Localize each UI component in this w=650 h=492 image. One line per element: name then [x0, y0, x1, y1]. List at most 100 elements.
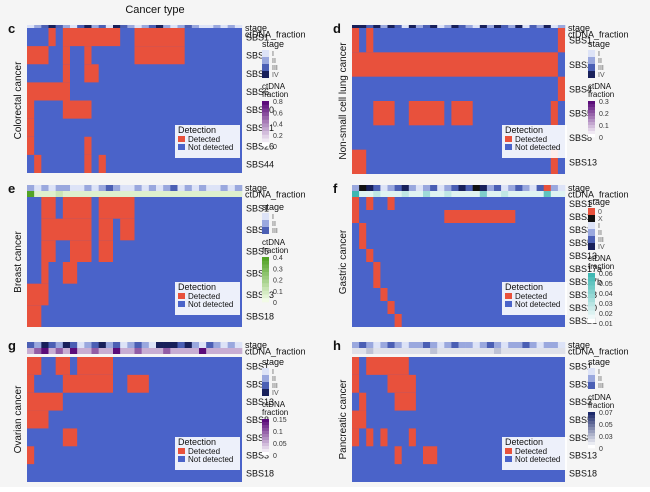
not-detected-swatch [505, 301, 512, 307]
stage-cell [380, 342, 388, 348]
stage-cell [380, 185, 388, 191]
stage-cell [550, 342, 559, 348]
ctdna-cell [234, 348, 243, 354]
ctdna-cell [234, 191, 243, 197]
signature-label: SBS20 [246, 105, 274, 115]
stage-cell [494, 185, 502, 191]
detected-cell [62, 262, 78, 284]
detected-cell [41, 197, 56, 219]
stage-cell [62, 342, 71, 348]
stage-legend-label: 0 [598, 209, 602, 216]
detected-cell [557, 76, 565, 101]
stage-cell [444, 185, 452, 191]
ctdna-cell [48, 191, 56, 197]
signature-label: SBS5 [569, 415, 592, 425]
ctdna-cell [213, 348, 221, 354]
ctdna-legend-gradient [588, 412, 595, 416]
detected-cell [394, 314, 402, 327]
stage-cell [199, 185, 207, 191]
panel-letter: f [333, 181, 338, 196]
detection-legend-title: Detection [505, 282, 543, 292]
detected-cell [550, 149, 558, 174]
stage-cell [70, 342, 78, 348]
stage-cell [227, 342, 236, 348]
ctdna-cell [430, 348, 438, 354]
ctdna-legend-gradient [588, 314, 595, 320]
stage-cell [199, 342, 207, 348]
stage-cell [479, 185, 488, 191]
not-detected-swatch [505, 456, 512, 462]
stage-cell [77, 185, 85, 191]
stage-cell [148, 185, 157, 191]
detected-cell [373, 262, 381, 275]
ctdna-cell [184, 191, 193, 197]
ctdna-legend-gradient [588, 306, 595, 311]
ctdna-cell [550, 348, 559, 354]
ctdna-cell [199, 191, 207, 197]
ctdna-cell [227, 191, 236, 197]
ctdna-cell [148, 348, 157, 354]
ctdna-cell [113, 348, 121, 354]
ctdna-legend-gradient [588, 445, 595, 449]
stage-legend-swatch [588, 57, 595, 64]
detected-cell [352, 374, 360, 393]
ctdna-cell [163, 191, 171, 197]
detected-cell [62, 374, 113, 393]
detected-legend-label: Detected [515, 447, 547, 456]
ctdna-cell [359, 348, 367, 354]
detected-cell [62, 28, 121, 47]
ctdna-legend-tick: 0.2 [273, 278, 283, 285]
stage-cell [423, 342, 431, 348]
ctdna-legend-title: fraction [588, 401, 614, 410]
detected-cell [27, 446, 35, 465]
ctdna-cell [401, 191, 410, 197]
stage-cell [227, 185, 236, 191]
ctdna-cell [522, 348, 530, 354]
signature-label: SBS5 [246, 433, 269, 443]
stage-cell [408, 342, 417, 348]
stage-cell [451, 342, 459, 348]
ctdna-cell [543, 191, 552, 197]
not-detected-legend-label: Not detected [188, 143, 233, 152]
ctdna-legend-gradient [262, 131, 269, 136]
detection-legend-bg [502, 125, 567, 158]
ctdna-cell [34, 191, 42, 197]
signature-label: SBS18 [569, 469, 597, 479]
ctdna-legend-title: ctDNA [262, 238, 286, 247]
ctdna-cell [472, 348, 481, 354]
ctdna-cell [401, 348, 410, 354]
ctdna-cell [84, 191, 92, 197]
ctdna-legend-gradient [262, 142, 269, 147]
stage-cell [536, 342, 544, 348]
ctdna-cell [170, 348, 178, 354]
stage-cell [41, 185, 49, 191]
ctdna-track-label: ctDNA_fraction [245, 347, 306, 357]
ctdna-legend-gradient [262, 298, 269, 303]
cancer-type-label: Non-small cell lung cancer [338, 42, 349, 160]
detected-cell [444, 210, 516, 223]
ctdna-legend-tick: 0.8 [273, 99, 283, 106]
ctdna-legend-gradient [262, 260, 269, 265]
ctdna-legend-gradient [262, 123, 269, 128]
ctdna-legend-gradient [588, 110, 595, 114]
stage-legend-swatch [588, 208, 595, 215]
ctdna-legend-tick: 0.03 [599, 301, 613, 308]
ctdna-legend-gradient [262, 108, 269, 113]
ctdna-legend-title: ctDNA [588, 82, 612, 91]
detected-cell [359, 392, 367, 411]
detected-cell [352, 197, 360, 210]
ctdna-legend-gradient [262, 437, 269, 441]
ctdna-legend-tick: 0.03 [599, 434, 613, 441]
stage-cell [508, 342, 516, 348]
ctdna-legend-tick: 0.05 [599, 422, 613, 429]
ctdna-cell [141, 191, 150, 197]
detected-cell [557, 28, 565, 53]
stage-cell [423, 185, 431, 191]
ctdna-cell [430, 191, 438, 197]
ctdna-legend-title: fraction [262, 90, 288, 99]
ctdna-legend-gradient [262, 446, 269, 450]
detected-cell [380, 288, 388, 301]
stage-cell [415, 185, 424, 191]
detected-cell [41, 218, 92, 241]
